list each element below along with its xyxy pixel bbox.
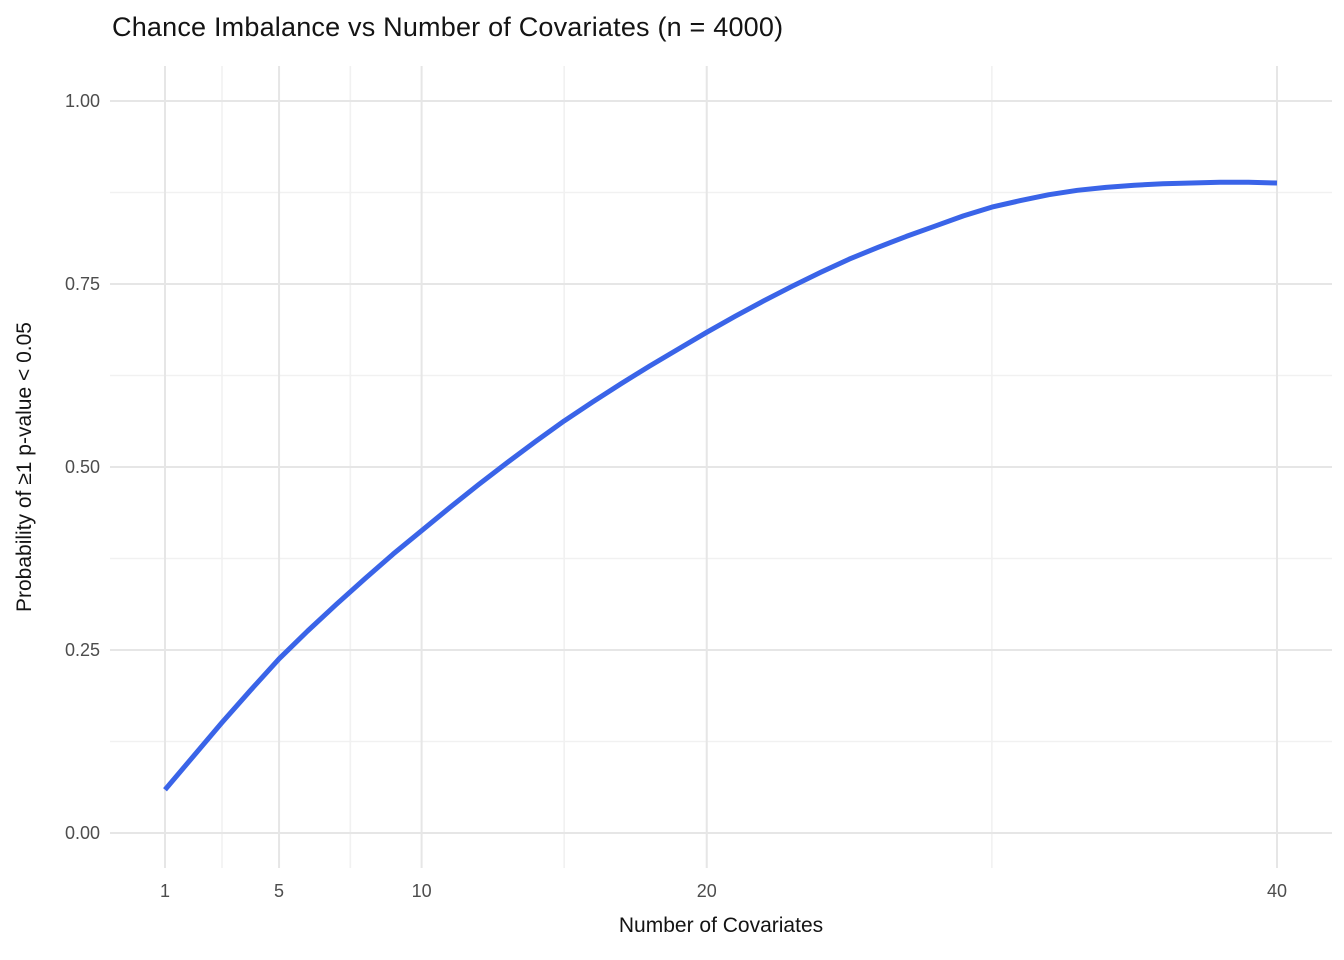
x-tick-label: 10 [411,881,432,901]
smoothed-probability-curve [163,179,1278,792]
chart-title: Chance Imbalance vs Number of Covariates… [112,12,784,42]
x-axis-title: Number of Covariates [618,914,824,937]
x-tick-label: 40 [1266,881,1288,901]
y-tick-label: 0.00 [64,823,100,843]
y-tick-label: 1.00 [64,91,100,111]
y-tick-label: 0.50 [64,457,100,477]
x-tick-label: 20 [696,881,717,901]
x-tick-label: 1 [159,881,170,901]
y-tick-label: 0.75 [64,274,100,294]
y-tick-label: 0.25 [64,640,100,660]
x-tick-label: 5 [274,881,285,901]
